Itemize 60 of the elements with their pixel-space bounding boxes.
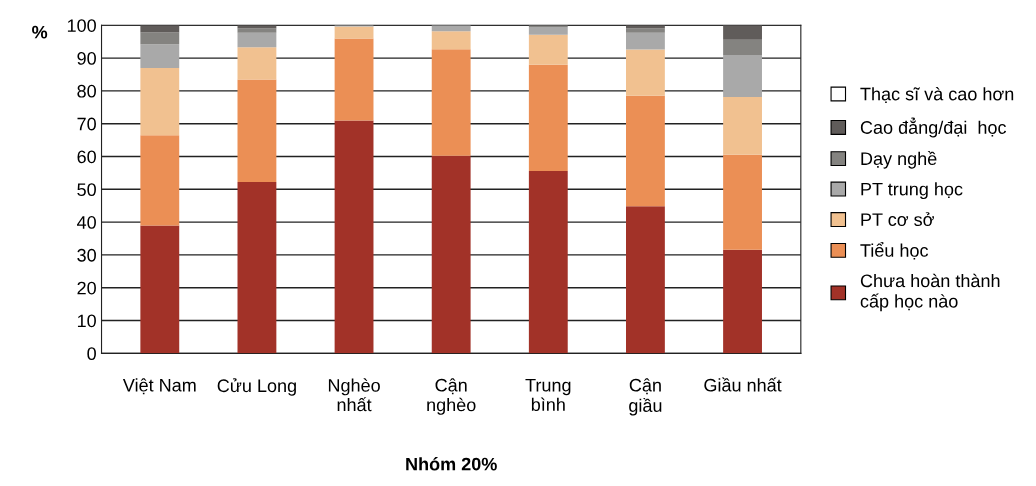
bar: [723, 249, 762, 354]
legend-label: PT trung học: [861, 182, 963, 200]
y-tick-label: 90: [77, 52, 96, 65]
bar: [334, 120, 374, 354]
bar: [723, 39, 762, 56]
legend-label: Cao đẳng/đại học: [860, 117, 1007, 138]
x-tick-label: Cửu Long: [217, 378, 296, 396]
x-tick-label: Cận giầu: [629, 378, 662, 416]
bar: [237, 79, 277, 183]
bar: [723, 25, 762, 40]
bar: [626, 32, 665, 50]
bar: [334, 26, 374, 39]
y-tick-label: 30: [77, 248, 96, 262]
legend-label: PT cơ sở: [861, 212, 934, 226]
y-tick-label: 50: [77, 183, 96, 197]
bar: [237, 32, 277, 48]
bar: [237, 47, 277, 80]
bar: [528, 170, 568, 354]
bar: [140, 32, 180, 45]
bar: [140, 225, 180, 354]
bar: [626, 25, 665, 29]
bar: [140, 44, 180, 68]
bar: [334, 38, 374, 121]
y-tick-label: 60: [77, 150, 96, 164]
bar: [528, 26, 568, 35]
x-tick-label: Trung bình: [525, 378, 571, 412]
bar: [723, 97, 762, 155]
bar: [528, 34, 568, 65]
bar: [431, 49, 471, 156]
legend-label: Dạy nghề: [861, 151, 937, 169]
bar: [237, 28, 277, 33]
bar: [626, 95, 665, 207]
bar: [237, 25, 277, 29]
x-tick-label: Giầu nhất: [704, 377, 782, 392]
x-axis-title: Nhóm 20%: [406, 457, 497, 471]
bar: [140, 135, 180, 226]
legend-label: Tiểu học: [860, 242, 929, 260]
y-tick-label: 40: [77, 216, 96, 229]
bar: [626, 206, 665, 354]
y-tick-label: 20: [77, 281, 96, 295]
y-tick-label: 100: [67, 19, 96, 32]
bar: [723, 55, 762, 98]
legend-label: Chưa hoàn thành cấp học nào: [860, 273, 1000, 312]
bar: [431, 31, 471, 50]
bar: [528, 64, 568, 171]
x-tick-label: Việt Nam: [122, 378, 196, 395]
bar: [626, 49, 665, 96]
bar: [626, 28, 665, 33]
x-tick-label: Nghèo nhất: [328, 378, 380, 412]
bar: [431, 155, 471, 354]
y-tick-label: 70: [77, 117, 96, 131]
bar: [237, 182, 277, 354]
y-tick-label: 0: [87, 347, 96, 361]
x-tick-label: Cận nghèo: [427, 378, 476, 415]
legend-label: Thạc sĩ và cao hơn: [860, 86, 1014, 103]
y-tick-label: 10: [77, 314, 96, 328]
bar: [140, 67, 180, 136]
y-tick-label: 80: [77, 84, 96, 98]
y-axis-title: %: [32, 25, 48, 39]
bar: [723, 154, 762, 250]
